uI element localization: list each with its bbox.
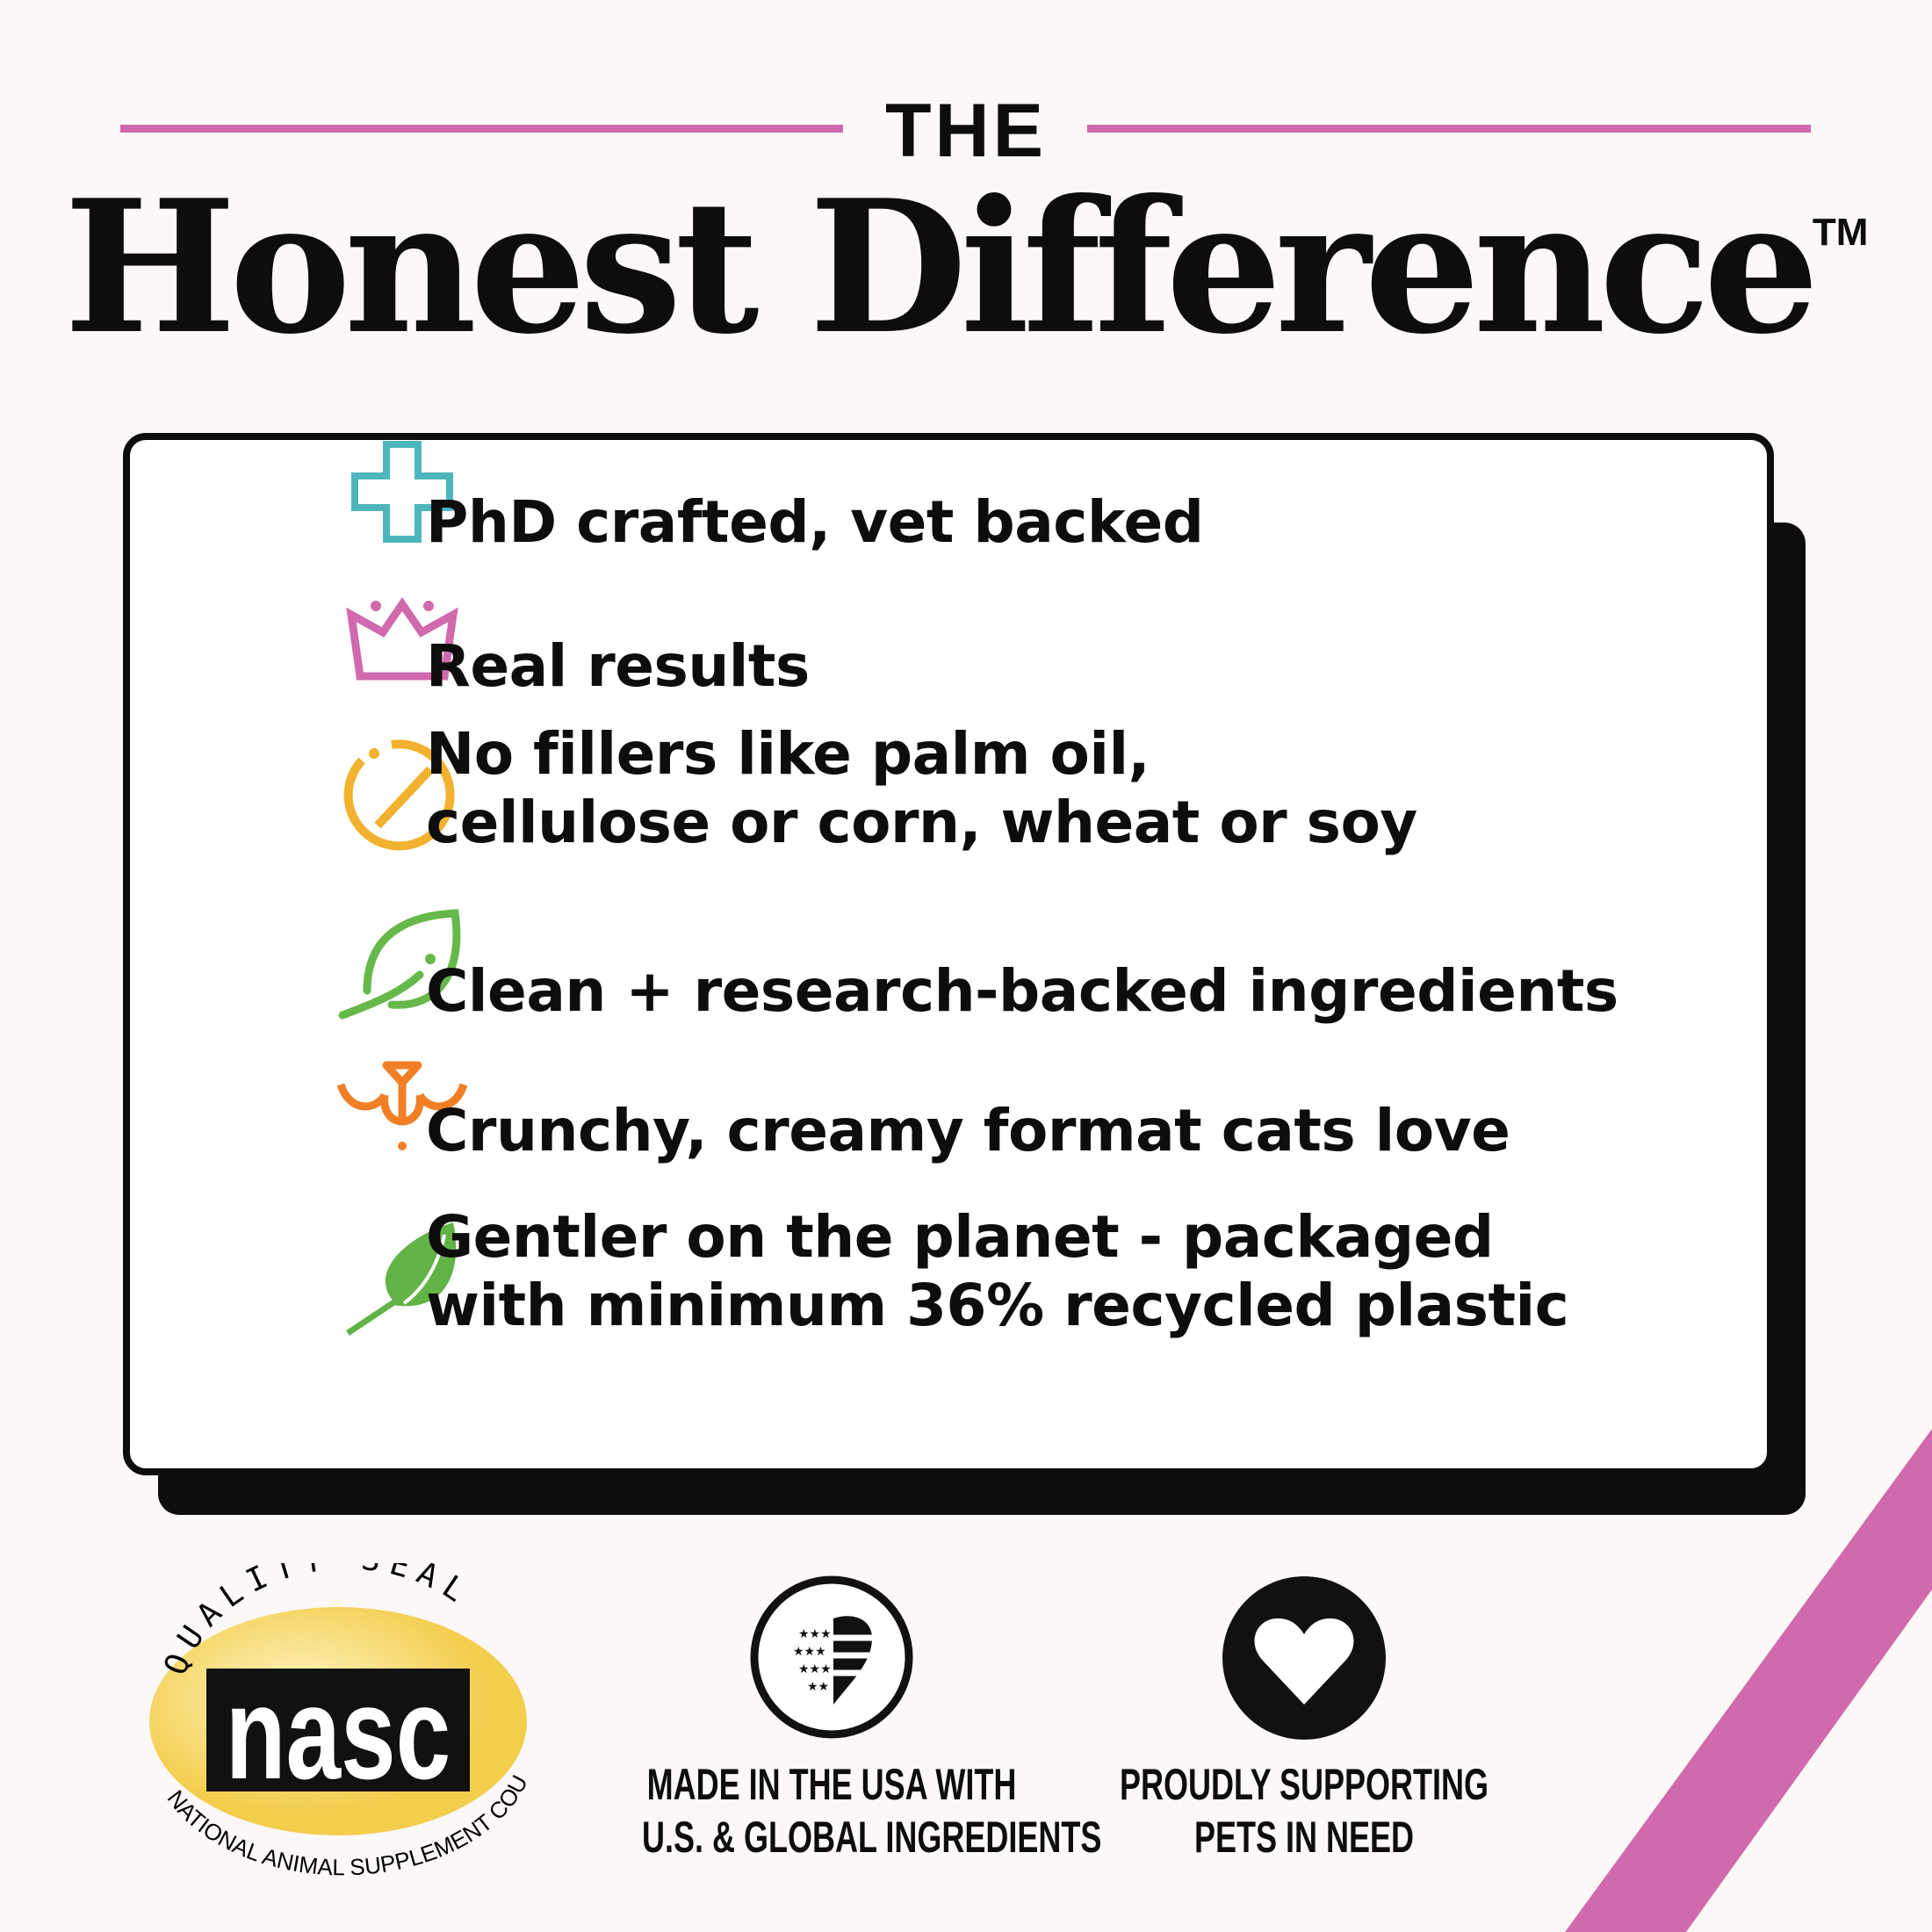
nasc-logo-text: nasc [226, 1660, 451, 1806]
badge-line: PETS IN NEED [1193, 1813, 1415, 1862]
eyebrow: THE [885, 89, 1047, 173]
feature-text: Gentler on the planet - packaged with min… [426, 1203, 1569, 1340]
header-rule-right [1087, 125, 1811, 133]
feature-text: Real results [426, 632, 810, 701]
leaf-filled-icon [346, 1222, 457, 1336]
feature-line: with minimum 36% recycled plastic [426, 1272, 1569, 1339]
feature-text: PhD crafted, vet backed [426, 488, 1204, 557]
badge-line: PROUDLY SUPPORTING [1119, 1760, 1489, 1809]
svg-text:★★★: ★★★ [798, 1627, 832, 1641]
badge-line: MADE IN THE USA WITH [646, 1760, 1017, 1809]
feature-line: Gentler on the planet - packaged [426, 1203, 1494, 1271]
feature-line: No fillers like palm oil, [426, 720, 1150, 788]
flag-heart-icon: ★★★★★★★★★★★ [750, 1575, 913, 1739]
svg-text:★★★: ★★★ [798, 1662, 832, 1676]
medical-cross-icon [351, 441, 453, 543]
svg-text:★★★: ★★★ [793, 1645, 826, 1659]
crown-icon [346, 597, 458, 681]
pets-badge-text: PROUDLY SUPPORTING PETS IN NEED [1114, 1758, 1494, 1864]
feature-line: Real results [426, 632, 810, 700]
trademark: TM [1812, 211, 1869, 254]
cat-face-icon [336, 1061, 468, 1150]
svg-text:★★: ★★ [807, 1680, 829, 1694]
leaf-outline-icon [338, 909, 461, 1020]
feature-line: cellulose or corn, wheat or soy [426, 789, 1417, 856]
feature-text: Crunchy, creamy format cats love [426, 1097, 1510, 1165]
header-rule-left [120, 125, 843, 133]
feature-line: PhD crafted, vet backed [426, 488, 1204, 556]
feature-card: PhD crafted, vet backed Real results No … [123, 433, 1774, 1475]
usa-badge-text: MADE IN THE USA WITH U.S. & GLOBAL INGRED… [642, 1758, 1102, 1864]
feature-text: Clean + research-backed ingredients [426, 957, 1618, 1026]
title-text: Honest Difference [63, 161, 1820, 375]
feature-text: No fillers like palm oil, cellulose or co… [426, 720, 1417, 857]
badge-line: U.S. & GLOBAL INGREDIENTS [642, 1813, 1102, 1862]
page-title: Honest DifferenceTM [0, 167, 1932, 369]
nasc-quality-seal: QUALITY SEAL nasc NATIONAL ANIMAL SUPPLE… [141, 1563, 533, 1879]
no-symbol-icon [343, 739, 455, 851]
feature-line: Crunchy, creamy format cats love [426, 1097, 1510, 1164]
heart-icon [1222, 1576, 1386, 1740]
feature-line: Clean + research-backed ingredients [426, 957, 1618, 1025]
